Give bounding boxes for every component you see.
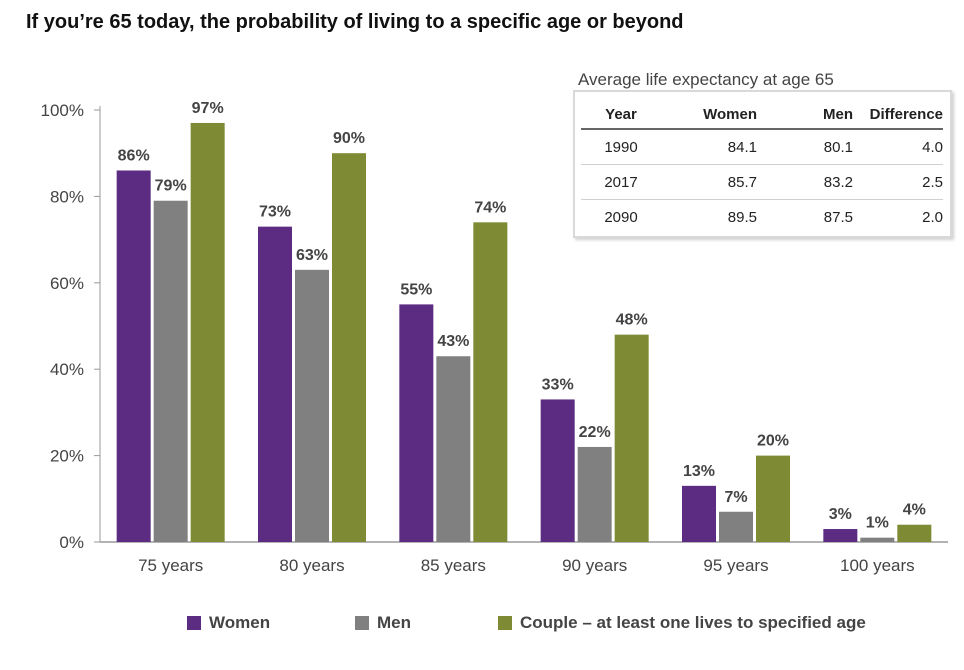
bar-couple — [614, 334, 649, 542]
y-tick-label: 60% — [50, 274, 84, 293]
legend-swatch-women — [187, 616, 201, 630]
data-label: 22% — [579, 424, 611, 441]
legend-label-couple: Couple – at least one lives to specified… — [520, 613, 866, 632]
data-label: 43% — [437, 333, 469, 350]
data-label: 48% — [616, 312, 648, 329]
cell-difference: 4.0 — [853, 129, 943, 165]
cell-men: 87.5 — [823, 208, 853, 226]
header-men: Men — [757, 100, 853, 130]
bar-women — [258, 226, 292, 542]
y-tick-label: 40% — [50, 360, 84, 379]
bar-couple — [332, 153, 366, 542]
data-label: 13% — [683, 463, 715, 480]
cell-women: 89.5 — [727, 208, 757, 226]
legend-swatch-men — [355, 616, 369, 630]
data-label: 1% — [866, 515, 889, 532]
bar-women — [823, 529, 858, 542]
header-women: Women — [661, 100, 757, 130]
x-tick-label: 95 years — [703, 556, 768, 575]
cell-women: 85.7 — [661, 164, 757, 200]
bar-couple — [473, 222, 508, 542]
cell-year: 2090 — [604, 208, 638, 226]
bar-couple — [190, 122, 225, 543]
y-tick-label: 0% — [59, 533, 84, 552]
data-label: 63% — [296, 247, 328, 264]
x-tick-label: 75 years — [138, 556, 203, 575]
bar-men — [860, 537, 895, 542]
x-tick-label: 100 years — [840, 556, 915, 575]
data-label: 4% — [903, 502, 926, 519]
bar-men — [719, 511, 753, 542]
bar-men — [436, 356, 471, 542]
cell-men: 83.2 — [757, 164, 853, 200]
legend-label-women: Women — [209, 613, 271, 632]
data-label: 55% — [400, 281, 432, 298]
header-difference: Difference — [853, 100, 943, 130]
table-row: 1990 84.1 80.1 4.0 — [581, 129, 943, 165]
cell-difference: 2.0 — [922, 208, 943, 226]
table-row: 2017 85.7 83.2 2.5 — [581, 164, 943, 200]
legend-item-women: Women — [187, 613, 270, 633]
bar-men — [153, 200, 188, 542]
legend-label-men: Men — [377, 613, 411, 632]
bar-women — [399, 304, 434, 542]
bar-couple — [756, 455, 790, 542]
chart-title: If you’re 65 today, the probability of l… — [26, 11, 684, 33]
bar-women — [540, 399, 575, 542]
header-year: Year — [581, 100, 661, 130]
bar-men — [295, 269, 329, 542]
y-tick-label: 20% — [50, 447, 84, 466]
inset-caption: Average life expectancy at age 65 — [578, 70, 834, 89]
data-label: 73% — [259, 204, 291, 221]
data-label: 33% — [542, 376, 574, 393]
data-label: 20% — [757, 433, 789, 450]
data-label: 79% — [155, 178, 187, 195]
bar-men — [577, 446, 612, 542]
legend-swatch-couple — [498, 616, 512, 630]
cell-year: 2017 — [581, 164, 661, 200]
x-tick-label: 85 years — [421, 556, 486, 575]
life-expectancy-table: Year Women Men Difference 1990 84.1 80.1… — [573, 90, 952, 238]
bar-women — [682, 485, 716, 542]
data-label: 7% — [724, 489, 747, 506]
data-label: 97% — [192, 100, 224, 117]
cell-women: 84.1 — [661, 129, 757, 165]
bar-women — [116, 170, 151, 543]
cell-difference: 2.5 — [853, 164, 943, 200]
cell-year: 1990 — [581, 129, 661, 165]
cell-men: 80.1 — [757, 129, 853, 165]
x-tick-label: 80 years — [279, 556, 344, 575]
bar-couple — [897, 524, 932, 542]
legend-item-men: Men — [355, 613, 411, 633]
x-tick-label: 90 years — [562, 556, 627, 575]
data-label: 90% — [333, 130, 365, 147]
y-tick-label: 80% — [50, 187, 84, 206]
data-label: 3% — [829, 506, 852, 523]
y-tick-label: 100% — [41, 101, 84, 120]
table-header-row: Year Women Men Difference — [581, 100, 943, 130]
data-label: 86% — [118, 147, 150, 164]
legend-item-couple: Couple – at least one lives to specified… — [498, 613, 866, 633]
data-label: 74% — [474, 199, 506, 216]
table-row: 2090 89.5 87.5 2.0 — [581, 200, 943, 235]
